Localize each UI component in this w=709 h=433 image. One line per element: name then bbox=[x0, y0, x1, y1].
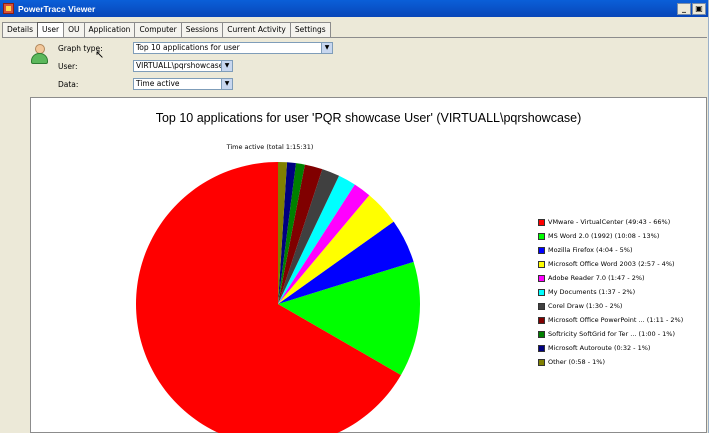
pie-slice-4 bbox=[278, 184, 370, 304]
legend-label: Microsoft Autoroute (0:32 - 1%) bbox=[548, 344, 651, 352]
tab-ou[interactable]: OU bbox=[63, 22, 85, 37]
minimize-button[interactable]: _ bbox=[677, 2, 691, 15]
chart-legend: VMware - VirtualCenter (49:43 - 66%) MS W… bbox=[538, 216, 683, 370]
pie-slice-0 bbox=[136, 162, 401, 433]
legend-item: Adobe Reader 7.0 (1:47 - 2%) bbox=[538, 272, 683, 284]
pie-slice-1 bbox=[278, 261, 420, 375]
pie-slice-9 bbox=[278, 162, 296, 304]
chart-subtitle: Time active (total 1:15:31) bbox=[226, 143, 314, 151]
legend-swatch bbox=[538, 274, 545, 282]
pie-slice-3 bbox=[278, 195, 394, 304]
legend-item: Other (0:58 - 1%) bbox=[538, 356, 683, 368]
legend-label: Adobe Reader 7.0 (1:47 - 2%) bbox=[548, 274, 645, 282]
user-label: User: bbox=[58, 62, 78, 71]
pie-slice-8 bbox=[278, 163, 305, 304]
pie-slice-2 bbox=[278, 221, 414, 304]
pie-chart bbox=[136, 162, 420, 433]
data-label: Data: bbox=[58, 80, 79, 89]
legend-label: My Documents (1:37 - 2%) bbox=[548, 288, 636, 296]
legend-swatch bbox=[538, 330, 545, 338]
legend-item: Microsoft Office PowerPoint ... (1:11 - … bbox=[538, 314, 683, 326]
chevron-down-icon: ▼ bbox=[321, 43, 332, 53]
legend-item: My Documents (1:37 - 2%) bbox=[538, 286, 683, 298]
title-bar: PowerTrace Viewer _ ▣ bbox=[0, 0, 708, 17]
user-icon bbox=[31, 44, 48, 66]
pie-slice-6 bbox=[278, 169, 340, 304]
pie-slice-10 bbox=[278, 162, 288, 304]
graph-type-select[interactable]: Top 10 applications for user ▼ bbox=[133, 42, 333, 54]
legend-swatch bbox=[538, 246, 545, 254]
tab-user[interactable]: User bbox=[37, 22, 65, 37]
user-select[interactable]: VIRTUALL\pqrshowcase ▼ bbox=[133, 60, 233, 72]
data-select[interactable]: Time active ▼ bbox=[133, 78, 233, 90]
legend-swatch bbox=[538, 288, 545, 296]
tab-computer[interactable]: Computer bbox=[134, 22, 182, 37]
pie-slice-7 bbox=[278, 164, 323, 304]
legend-swatch bbox=[538, 218, 545, 226]
legend-label: Mozilla Firefox (4:04 - 5%) bbox=[548, 246, 633, 254]
graph-type-label: Graph type: bbox=[58, 44, 103, 53]
restore-button[interactable]: ▣ bbox=[692, 2, 706, 15]
legend-item: Corel Draw (1:30 - 2%) bbox=[538, 300, 683, 312]
user-value: VIRTUALL\pqrshowcase bbox=[136, 61, 224, 70]
tab-bar: Details User OU Application Computer Ses… bbox=[2, 22, 331, 37]
mouse-cursor-icon: ↖ bbox=[95, 48, 105, 61]
legend-swatch bbox=[538, 344, 545, 352]
chevron-down-icon: ▼ bbox=[221, 79, 232, 89]
legend-item: Microsoft Autoroute (0:32 - 1%) bbox=[538, 342, 683, 354]
tab-application[interactable]: Application bbox=[83, 22, 136, 37]
chevron-down-icon: ▼ bbox=[221, 61, 232, 71]
legend-swatch bbox=[538, 260, 545, 268]
legend-label: Corel Draw (1:30 - 2%) bbox=[548, 302, 623, 310]
legend-item: Mozilla Firefox (4:04 - 5%) bbox=[538, 244, 683, 256]
legend-swatch bbox=[538, 316, 545, 324]
legend-item: Microsoft Office Word 2003 (2:57 - 4%) bbox=[538, 258, 683, 270]
legend-swatch bbox=[538, 232, 545, 240]
chart-area: Top 10 applications for user 'PQR showca… bbox=[30, 97, 707, 433]
graph-type-value: Top 10 applications for user bbox=[136, 43, 240, 52]
tab-settings[interactable]: Settings bbox=[289, 22, 331, 37]
tab-details[interactable]: Details bbox=[2, 22, 39, 37]
legend-label: Microsoft Office PowerPoint ... (1:11 - … bbox=[548, 316, 684, 324]
legend-item: VMware - VirtualCenter (49:43 - 66%) bbox=[538, 216, 683, 228]
legend-label: Other (0:58 - 1%) bbox=[548, 358, 605, 366]
tab-current-activity[interactable]: Current Activity bbox=[222, 22, 291, 37]
tab-sessions[interactable]: Sessions bbox=[180, 22, 224, 37]
legend-label: VMware - VirtualCenter (49:43 - 66%) bbox=[548, 218, 671, 226]
legend-item: Softricity SoftGrid for Ter ... (1:00 - … bbox=[538, 328, 683, 340]
chart-title: Top 10 applications for user 'PQR showca… bbox=[155, 111, 582, 125]
legend-swatch bbox=[538, 358, 545, 366]
legend-label: Softricity SoftGrid for Ter ... (1:00 - … bbox=[548, 330, 676, 338]
legend-item: MS Word 2.0 (1992) (10:08 - 13%) bbox=[538, 230, 683, 242]
data-value: Time active bbox=[136, 79, 180, 88]
legend-swatch bbox=[538, 302, 545, 310]
legend-label: MS Word 2.0 (1992) (10:08 - 13%) bbox=[548, 232, 660, 240]
legend-label: Microsoft Office Word 2003 (2:57 - 4%) bbox=[548, 260, 675, 268]
pie-slice-5 bbox=[278, 175, 355, 304]
window-title: PowerTrace Viewer bbox=[18, 3, 96, 14]
app-icon bbox=[3, 3, 14, 14]
